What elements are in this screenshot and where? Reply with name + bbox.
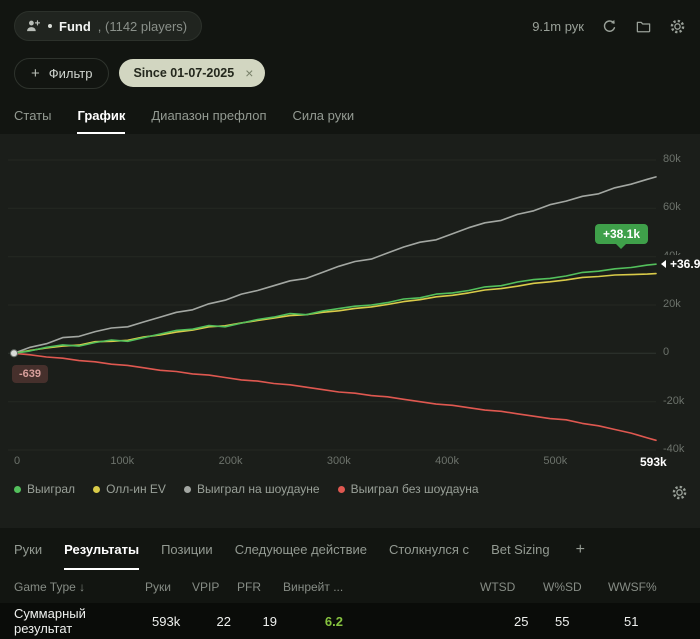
legend-item-2[interactable]: Выиграл на шоудауне	[183, 482, 320, 496]
folder-icon[interactable]	[635, 18, 652, 35]
topbar: Fund , (1142 players) 9.1m рук	[0, 0, 700, 52]
topbar-actions: 9.1m рук	[532, 18, 686, 35]
header-wwsf[interactable]: WWSF%	[608, 579, 657, 594]
results-table-header: Game Type ↓ Руки VPIP PFR Винрейт ... WT…	[0, 570, 700, 603]
hands-count: 9.1m рук	[532, 18, 584, 34]
legend-label: Выиграл	[27, 482, 76, 496]
winnings-chart[interactable]	[0, 134, 700, 464]
main-tabs: Статы График Диапазон префлоп Сила руки	[0, 94, 700, 134]
tab-graph[interactable]: График	[77, 108, 126, 134]
legend-dot	[14, 485, 21, 493]
x-axis-label: 100k	[110, 455, 135, 467]
refresh-icon[interactable]	[601, 18, 618, 35]
tab-positions[interactable]: Позиции	[161, 542, 213, 557]
tab-preflop-range[interactable]: Диапазон префлоп	[151, 108, 267, 123]
y-axis-label: -40k	[663, 443, 685, 455]
header-wtsd[interactable]: WTSD	[480, 579, 516, 594]
start-value-badge: -639	[12, 365, 49, 384]
x-axis-label: 593k	[639, 455, 667, 469]
player-count: , (1142 players)	[97, 18, 188, 34]
tab-faced-with[interactable]: Столкнулся с	[389, 542, 470, 557]
series-line-2	[13, 176, 657, 355]
legend-dot	[337, 485, 345, 493]
series-line-0	[13, 263, 657, 355]
legend-label: Выиграл без шоудауна	[350, 482, 479, 496]
settings-gear-icon[interactable]	[669, 18, 686, 35]
report-tabs: Руки Результаты Позиции Следующее действ…	[0, 528, 700, 570]
header-pfr[interactable]: PFR	[237, 579, 261, 594]
y-axis-label: 80k	[663, 153, 681, 165]
x-axis-label: 400k	[435, 455, 459, 467]
tab-hands[interactable]: Руки	[14, 542, 43, 557]
legend-label: Выиграл на шоудауне	[196, 482, 320, 496]
add-player-icon	[25, 18, 41, 34]
x-axis-label: 0	[14, 455, 21, 467]
summary-wtsd: 25	[514, 613, 529, 629]
y-axis-label: 60k	[663, 201, 681, 214]
axis-current-value: +36.9k	[670, 257, 700, 272]
legend-item-0[interactable]: Выиграл	[14, 482, 75, 496]
close-icon[interactable]: ×	[245, 65, 254, 81]
filter-bar: + Фильтр Since 01-07-2025 ×	[0, 52, 700, 94]
legend-item-1[interactable]: Олл-ин EV	[93, 482, 166, 496]
summary-vpip: 22	[216, 613, 231, 629]
axis-current-value-marker: +36.9k	[658, 255, 700, 274]
plus-icon: +	[31, 64, 40, 82]
x-axis-label: 200k	[218, 455, 243, 467]
header-hands[interactable]: Руки	[145, 579, 171, 594]
tab-hand-strength[interactable]: Сила руки	[292, 108, 355, 123]
add-filter-button[interactable]: + Фильтр	[14, 57, 110, 89]
header-wsd[interactable]: W%SD	[543, 579, 582, 594]
tab-stats[interactable]: Статы	[14, 108, 52, 123]
y-axis-label: -20k	[663, 394, 685, 407]
legend-dot	[183, 485, 191, 493]
series-line-1	[13, 272, 657, 355]
player-name: Fund	[59, 18, 91, 34]
header-game-type[interactable]: Game Type ↓	[14, 579, 86, 594]
filter-button-label: Фильтр	[48, 65, 93, 81]
summary-winrate: 6.2	[324, 613, 343, 629]
summary-hands: 593k	[152, 613, 181, 629]
tab-bet-sizing[interactable]: Bet Sizing	[491, 542, 550, 557]
active-filter-label: Since 01-07-2025	[133, 66, 235, 80]
legend-label: Олл-ин EV	[106, 482, 166, 496]
y-axis-label: 0	[663, 346, 670, 359]
final-value-badge: +38.1k	[594, 224, 648, 250]
tab-results[interactable]: Результаты	[64, 542, 140, 570]
x-axis-label: 300k	[326, 455, 351, 467]
start-point-dot	[10, 349, 18, 358]
add-report-tab-button[interactable]: +	[575, 541, 585, 558]
header-winrate[interactable]: Винрейт ...	[283, 579, 344, 594]
summary-wwsf: 51	[624, 613, 639, 629]
chart-legend: Выиграл Олл-ин EV Выиграл на шоудауне Выигр…	[0, 464, 700, 496]
summary-label: Суммарный результат	[14, 606, 86, 636]
active-filter-chip[interactable]: Since 01-07-2025 ×	[119, 59, 266, 87]
left-arrow-icon	[661, 260, 666, 269]
summary-pfr: 19	[262, 613, 277, 629]
legend-item-3[interactable]: Выиграл без шоудауна	[337, 482, 479, 496]
tab-next-action[interactable]: Следующее действие	[234, 542, 368, 557]
legend-dot	[93, 485, 101, 493]
player-selector-chip[interactable]: Fund , (1142 players)	[14, 11, 203, 41]
series-line-3	[13, 352, 657, 442]
header-vpip[interactable]: VPIP	[192, 579, 220, 594]
summary-row[interactable]: Суммарный результат 593k 22 19 6.2 25 55…	[0, 603, 700, 639]
player-status-dot	[48, 24, 52, 28]
chart-settings-gear-icon[interactable]	[671, 484, 688, 501]
x-axis-label: 500k	[543, 455, 568, 467]
y-axis-label: 20k	[663, 298, 681, 310]
summary-wsd: 55	[555, 613, 570, 629]
